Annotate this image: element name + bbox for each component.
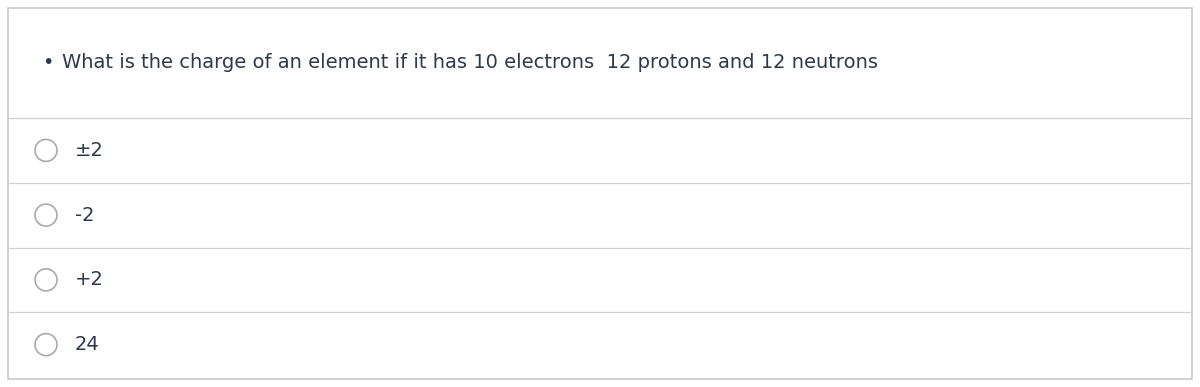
- Text: •: •: [42, 53, 53, 72]
- Text: ±2: ±2: [74, 141, 104, 160]
- Text: -2: -2: [74, 205, 95, 224]
- Text: What is the charge of an element if it has 10 electrons  12 protons and 12 neutr: What is the charge of an element if it h…: [62, 53, 878, 72]
- Text: 24: 24: [74, 335, 100, 354]
- Text: +2: +2: [74, 271, 104, 289]
